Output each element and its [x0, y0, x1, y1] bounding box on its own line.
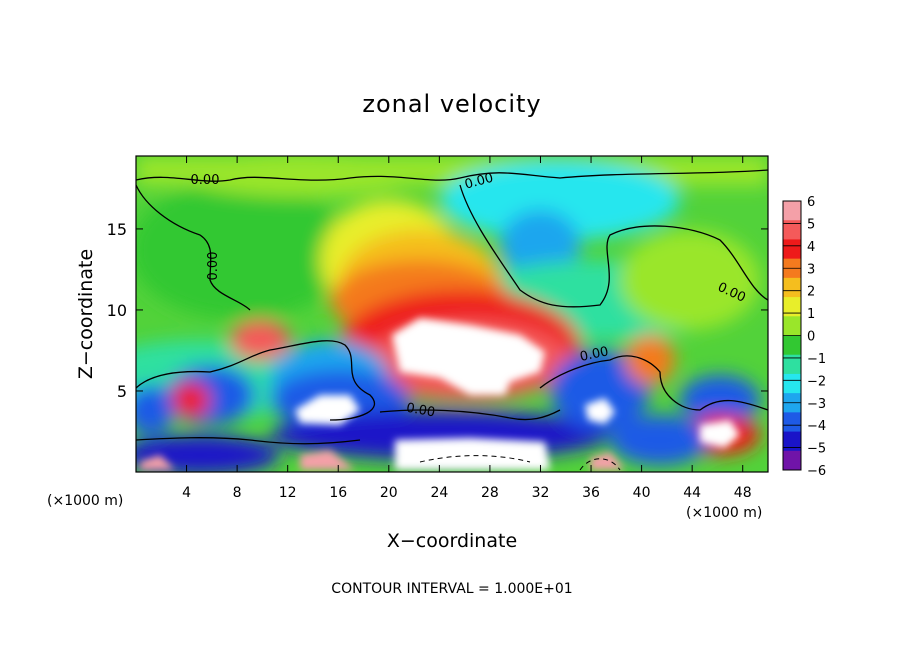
field-extreme [295, 395, 360, 425]
x-tick-label: 4 [182, 485, 191, 501]
field-patch [180, 156, 420, 197]
y-tick-label: 10 [107, 301, 127, 320]
field-extreme [585, 398, 615, 424]
field-extreme [395, 438, 550, 470]
colorbar-swatch [783, 412, 801, 433]
field-patch [620, 230, 760, 330]
plot-area: 0.00 0.000.000.000.000.00 [135, 155, 769, 473]
colorbar-swatch [783, 316, 801, 336]
x-tick-label: 48 [734, 485, 752, 501]
field-extreme [700, 420, 740, 448]
colorbar-tick-label: 4 [807, 240, 815, 255]
colorbar-swatch [783, 297, 801, 317]
colorbar-swatch [783, 354, 801, 375]
contour-label: 0.00 [206, 252, 221, 281]
contour-line [459, 184, 768, 308]
x-tick-label: 36 [582, 485, 600, 501]
x-tick-label: 44 [683, 485, 701, 501]
x-tick-label: 8 [233, 485, 242, 501]
contour-line [136, 340, 376, 421]
colorbar-tick-label: −6 [807, 464, 826, 479]
field-patch [170, 382, 210, 418]
contour-line [136, 437, 361, 445]
colorbar: 6 5 4 3 2 1 0 −1 −2 −3 −4 −5 −6 [782, 195, 826, 479]
y-axis: 5 10 15 [107, 220, 768, 401]
field-patch [136, 385, 175, 435]
field-patch [610, 415, 710, 465]
field-patch [625, 335, 675, 385]
x-axis: 4 8 12 16 20 24 28 32 36 40 44 48 [182, 156, 752, 501]
velocity-field-extremes [140, 318, 740, 470]
x-axis-label: X−coordinate [387, 530, 517, 552]
colorbar-swatch [783, 450, 801, 471]
contour-line [379, 409, 561, 421]
colorbar-tick-label: 0 [807, 330, 815, 345]
plot-frame [135, 155, 769, 473]
colorbar-tick-label: 3 [807, 262, 815, 277]
field-patch [230, 320, 290, 360]
field-patch [136, 435, 280, 472]
contour-line-negative [579, 458, 621, 471]
colorbar-swatch [783, 220, 801, 240]
field-extreme [392, 318, 545, 395]
colorbar-tick-label: −4 [807, 419, 826, 434]
contour-lines [136, 169, 768, 471]
colorbar-swatch [783, 201, 801, 221]
colorbar-tick-label: 2 [807, 285, 815, 300]
colorbar-tick-label: 6 [807, 195, 815, 210]
colorbar-tick-label: −1 [807, 352, 826, 367]
colorbar-tick-label: −3 [807, 397, 826, 412]
x-tick-label: 32 [532, 485, 550, 501]
colorbar-swatch [783, 335, 801, 356]
colorbar-swatch [783, 277, 801, 298]
contour-label: 0.00 [191, 173, 220, 188]
colorbar-swatch [783, 373, 801, 394]
y-tick-label: 5 [117, 382, 127, 401]
colorbar-tick-label: 5 [807, 217, 815, 232]
colorbar-swatch [783, 239, 801, 260]
x-tick-label: 20 [380, 485, 398, 501]
x-tick-label: 24 [430, 485, 448, 501]
y-tick-label: 15 [107, 220, 127, 239]
field-patch [440, 160, 680, 240]
field-extreme [590, 452, 625, 470]
contour-line-negative [419, 455, 531, 463]
x-unit-left: (×1000 m) [47, 493, 123, 509]
colorbar-tick-label: −2 [807, 374, 826, 389]
x-tick-label: 40 [633, 485, 651, 501]
x-tick-label: 16 [329, 485, 347, 501]
x-tick-label: 12 [279, 485, 297, 501]
contour-line [539, 355, 768, 411]
x-unit-right: (×1000 m) [686, 505, 762, 521]
contour-label: 0.00 [579, 344, 610, 365]
contour-line [136, 169, 768, 182]
field-patch [680, 375, 760, 425]
contour-interval-footer: CONTOUR INTERVAL = 1.000E+01 [331, 581, 572, 597]
contour-label: 0.00 [405, 401, 436, 421]
field-extreme [140, 455, 175, 470]
y-axis-label: Z−coordinate [75, 249, 97, 379]
chart-title: zonal velocity [362, 90, 541, 118]
colorbar-swatch [783, 431, 801, 452]
field-patch [136, 180, 350, 320]
colorbar-tick-label: 1 [807, 307, 815, 322]
field-extreme [300, 450, 355, 470]
field-patch [550, 350, 650, 430]
contour-line [136, 184, 251, 311]
x-tick-label: 28 [481, 485, 499, 501]
contour-label: 0.00 [463, 171, 495, 193]
colorbar-tick-label: −5 [807, 442, 826, 457]
